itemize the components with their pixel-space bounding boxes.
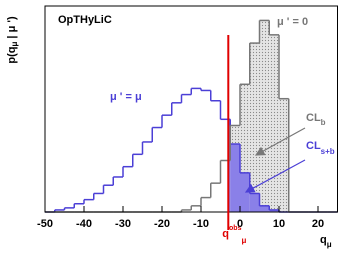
annotation-sub: b — [321, 118, 326, 127]
q-obs-label: qobs μ — [222, 225, 246, 245]
bin-fill — [172, 103, 182, 212]
arrow — [244, 159, 306, 193]
x-tick-label: -20 — [154, 218, 170, 230]
series-label: μ ' = μ — [110, 91, 142, 103]
x-tick-label: -10 — [193, 218, 209, 230]
y-label-sub: μ — [10, 42, 19, 47]
bin-fill — [279, 98, 289, 212]
frame — [44, 5, 338, 213]
x-axis-label: qμ — [320, 234, 332, 249]
bin-fill — [133, 154, 143, 212]
x-tick-label: 10 — [273, 218, 285, 230]
bin-fill — [191, 206, 201, 212]
bin-fill — [249, 193, 260, 212]
bin-fill — [211, 183, 221, 212]
bin-fill — [230, 144, 240, 212]
arrow — [254, 127, 306, 156]
bin-fill — [162, 115, 172, 212]
bin-fill — [84, 200, 94, 212]
shaded-region — [74, 20, 289, 213]
q-obs-sup: obs — [229, 225, 242, 232]
bin-fill — [269, 209, 279, 212]
bin-fill — [191, 88, 201, 212]
y-axis-label: p(qμ | μ ') — [6, 16, 19, 64]
annotation-sub: s+b — [321, 147, 335, 156]
bin-fill — [269, 34, 279, 213]
chart-title: OpTHyLiC — [58, 14, 112, 26]
x-tick-label: -30 — [115, 218, 131, 230]
bin-fill — [240, 84, 250, 212]
bin-fill — [259, 205, 270, 212]
q-obs-main: q — [222, 228, 229, 240]
series-label: μ ' = 0 — [277, 16, 308, 28]
y-label-main: p(q — [6, 47, 18, 64]
bin-fill — [259, 20, 270, 213]
x-label-main: q — [320, 234, 327, 246]
x-tick-label: -40 — [76, 218, 92, 230]
histograms — [45, 19, 338, 213]
bin-fill — [201, 198, 211, 212]
bin-fill — [104, 185, 114, 212]
x-tick-label: -50 — [37, 218, 53, 230]
q-obs-sub: μ — [241, 236, 246, 245]
y-label-rest: | μ ') — [6, 16, 18, 42]
bin-fill — [249, 43, 260, 212]
annotation-text: CL — [306, 140, 321, 152]
annotation: CLb — [306, 112, 326, 127]
bin-fill — [94, 193, 104, 212]
bin-fill — [182, 95, 192, 212]
x-tick-label: 20 — [312, 218, 324, 230]
bin-fill — [152, 128, 162, 212]
x-label-sub: μ — [327, 240, 332, 249]
bin-fill — [201, 90, 211, 212]
bin-fill — [240, 172, 250, 212]
bin-fill — [113, 177, 123, 212]
annotation-text: CL — [306, 112, 321, 124]
bin-fill — [74, 204, 84, 212]
x-tick-label: 0 — [237, 218, 243, 230]
bin-fill — [143, 142, 153, 212]
bin-fill — [211, 101, 221, 212]
bin-fill — [123, 167, 133, 212]
annotation: CLs+b — [306, 140, 335, 156]
